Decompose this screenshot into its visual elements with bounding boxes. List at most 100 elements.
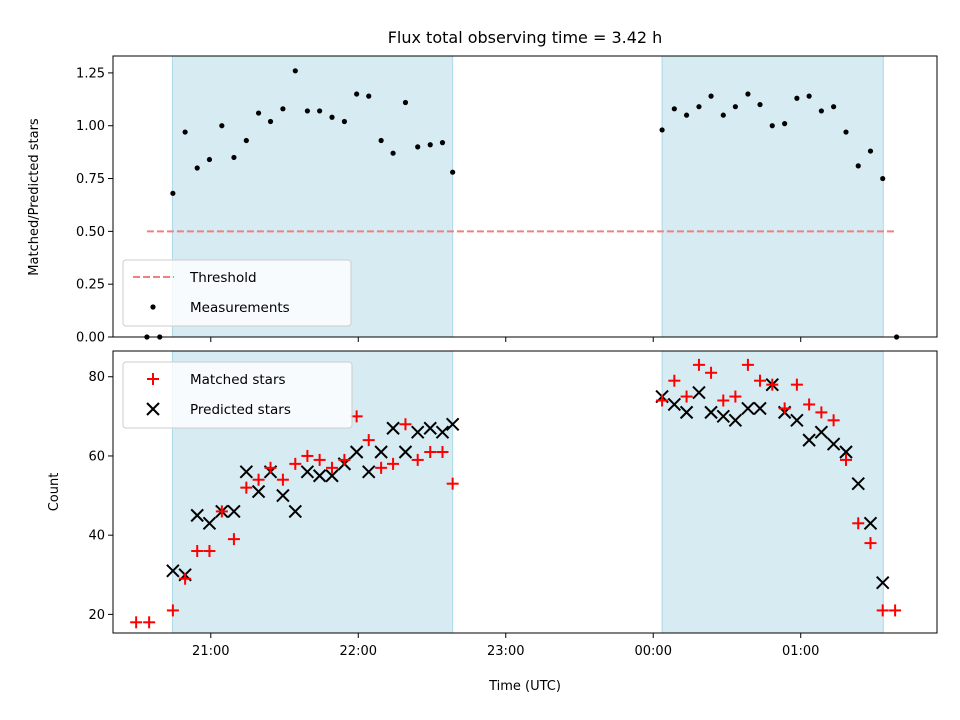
legend-measurements-swatch [150, 304, 156, 310]
measurement-point [292, 68, 298, 74]
predicted-stars-point [202, 516, 217, 530]
matched-stars-point [876, 604, 889, 617]
predicted-stars-point [679, 405, 694, 420]
measurement-point [415, 144, 421, 150]
top-y-tick-label: 0.00 [76, 331, 105, 346]
matched-stars-point [803, 398, 816, 411]
measurement-point [708, 93, 714, 99]
matched-stars-point [215, 505, 228, 518]
legend-measurements-label: Measurements [190, 300, 290, 316]
matched-stars-point [203, 545, 216, 558]
top-shaded-interval [661, 55, 884, 338]
predicted-stars-point [863, 516, 878, 530]
matched-stars-point [338, 453, 351, 466]
predicted-stars-point [445, 417, 460, 431]
measurement-point [243, 137, 249, 144]
predicted-stars-point [166, 564, 180, 578]
matched-stars-point [301, 449, 314, 462]
matched-stars-point [717, 394, 730, 407]
measurement-point [794, 95, 800, 101]
matched-stars-point [852, 517, 865, 530]
measurement-point [390, 150, 396, 156]
matched-stars-point [656, 394, 669, 407]
predicted-stars-point [410, 425, 425, 439]
legend-threshold-label: Threshold [189, 270, 257, 286]
predicted-stars-point [692, 385, 706, 400]
predicted-stars-point [790, 413, 804, 428]
measurement-point [329, 114, 335, 120]
predicted-stars-point [814, 425, 829, 439]
measurement-point [683, 112, 690, 118]
bottom-legend-box [122, 361, 353, 429]
matched-stars-point [827, 414, 840, 427]
predicted-stars-point [728, 413, 743, 428]
matched-stars-point [399, 418, 412, 431]
matched-stars-point [424, 445, 437, 458]
bottom-y-tick-label: 20 [88, 608, 105, 623]
legend-predicted-swatch [146, 402, 160, 416]
predicted-stars-point [802, 433, 816, 447]
matched-stars-point [680, 390, 693, 403]
matched-stars-point [840, 453, 853, 466]
predicted-stars-point [349, 445, 364, 459]
matched-stars-point [741, 358, 754, 371]
measurement-point [267, 118, 274, 125]
top-y-axis-label: Matched/Predicted stars [27, 118, 42, 276]
measurement-point [757, 101, 763, 108]
matched-stars-point [446, 477, 459, 490]
matched-stars-point [705, 366, 718, 379]
bottom-panel: 20 40 60 80 21:00 22:00 23:00 00:00 01:00 Count… [47, 350, 938, 694]
matched-stars-point [252, 473, 265, 486]
matched-stars-point [387, 457, 400, 470]
matched-stars-point [227, 533, 240, 546]
predicted-stars-point [374, 445, 388, 459]
matched-stars-point [313, 453, 326, 466]
matched-stars-point [815, 406, 828, 419]
measurement-point [219, 123, 225, 129]
measurement-point [206, 156, 213, 163]
measurement-point [806, 93, 812, 99]
matched-stars-point [778, 402, 791, 415]
top-legend: Threshold Measurements [122, 259, 352, 327]
legend-predicted-label: Predicted stars [190, 402, 291, 418]
measurement-point [450, 169, 456, 175]
measurement-point [659, 127, 665, 133]
measurement-point [696, 104, 702, 110]
measurement-point [732, 104, 738, 110]
x-tick-label: 00:00 [635, 644, 672, 659]
predicted-stars-point [667, 397, 682, 412]
bottom-legend: Matched stars Predicted stars [122, 361, 353, 429]
legend-matched-swatch [147, 373, 159, 385]
measurement-point [341, 118, 348, 125]
matched-stars-point [179, 572, 192, 585]
matched-stars-point [754, 374, 767, 387]
top-y-tick-label: 0.75 [76, 172, 105, 187]
measurement-point [671, 106, 677, 112]
measurement-point [231, 154, 237, 161]
top-panel: 0.00 0.25 0.50 0.75 1.00 1.25 Matched/Predict… [27, 55, 938, 346]
matched-stars-point [790, 378, 803, 391]
matched-stars-point [436, 445, 449, 458]
x-tick-label: 23:00 [487, 644, 524, 659]
predicted-stars-point [312, 469, 327, 483]
predicted-stars-point [398, 445, 413, 459]
predicted-stars-point [435, 425, 450, 439]
top-y-tick-label: 0.25 [76, 278, 105, 293]
measurement-point [769, 123, 775, 129]
predicted-stars-point [325, 469, 339, 483]
matched-stars-point [766, 378, 779, 391]
top-legend-box [122, 259, 352, 327]
top-y-tick-label: 1.25 [76, 66, 105, 81]
matched-stars-point [240, 481, 253, 494]
predicted-stars-point [704, 405, 718, 420]
measurement-point [745, 91, 751, 97]
predicted-stars-point [276, 488, 290, 503]
matched-stars-point [692, 358, 705, 371]
measurement-point [304, 108, 310, 114]
predicted-stars-point [386, 421, 400, 435]
bottom-shaded-interval [661, 350, 884, 634]
predicted-stars-point [251, 484, 266, 499]
measurement-point [880, 175, 886, 182]
measurement-point [782, 121, 788, 127]
